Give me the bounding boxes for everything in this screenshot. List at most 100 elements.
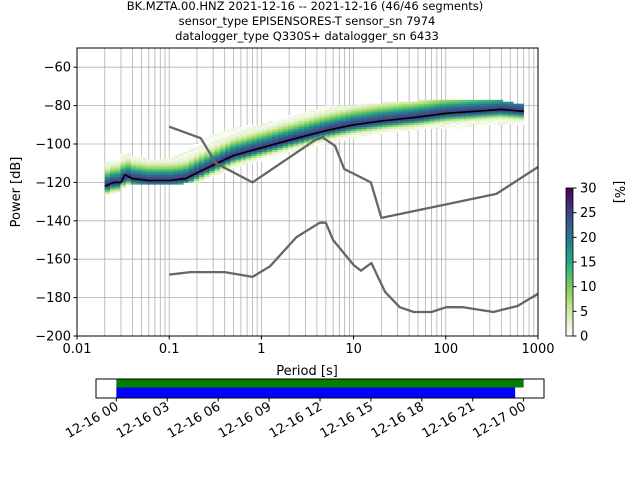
density-cell — [204, 159, 210, 162]
density-cell — [183, 159, 189, 162]
density-cell — [335, 109, 341, 112]
density-cell — [256, 138, 263, 141]
density-cell — [329, 109, 336, 112]
density-cell — [293, 117, 299, 120]
density-cell — [193, 147, 200, 151]
density-cell — [377, 111, 383, 114]
density-cell — [392, 109, 399, 112]
density-cell — [183, 161, 189, 164]
density-cell — [329, 134, 336, 137]
x-axis-label: Period [s] — [276, 364, 338, 379]
density-cell — [298, 130, 305, 133]
density-cell — [398, 101, 404, 104]
density-cell — [188, 170, 195, 174]
density-cell — [251, 145, 257, 149]
density-cell — [502, 107, 509, 110]
density-cell — [251, 142, 257, 145]
density-cell — [288, 130, 294, 133]
density-cell — [277, 120, 284, 124]
density-cell — [434, 115, 441, 118]
density-cell — [178, 163, 184, 166]
density-cell — [214, 140, 221, 143]
density-cell — [225, 159, 231, 162]
density-cell — [513, 103, 519, 106]
density-cell — [109, 168, 116, 172]
density-cell — [146, 170, 153, 174]
density-cell — [324, 111, 331, 114]
density-cell — [434, 124, 441, 128]
density-cell — [350, 136, 357, 139]
density-cell — [272, 155, 278, 158]
title-line-3: datalogger_type Q330S+ datalogger_sn 643… — [175, 29, 439, 43]
density-cell — [329, 105, 336, 108]
density-cell — [497, 103, 504, 106]
density-cell — [340, 119, 346, 122]
density-cell — [230, 134, 236, 137]
density-cell — [382, 105, 388, 108]
density-cell — [366, 109, 373, 112]
density-cell — [240, 147, 247, 151]
density-cell — [371, 109, 378, 112]
density-cell — [450, 122, 456, 126]
density-cell — [481, 111, 488, 114]
density-cell — [366, 119, 373, 122]
density-cell — [408, 103, 415, 106]
density-cell — [340, 109, 346, 112]
density-cell — [314, 126, 320, 129]
density-cell — [471, 109, 477, 112]
density-cell — [377, 103, 383, 106]
density-cell — [460, 113, 467, 116]
density-cell — [277, 144, 284, 147]
density-cell — [329, 130, 336, 133]
density-cell — [361, 119, 367, 122]
density-cell — [340, 128, 346, 131]
density-cell — [240, 155, 247, 158]
density-cell — [418, 101, 425, 104]
density-cell — [371, 119, 378, 122]
density-cell — [109, 184, 116, 187]
density-cell — [314, 122, 320, 126]
density-cell — [387, 126, 394, 129]
density-cell — [219, 147, 226, 151]
density-cell — [319, 119, 326, 122]
density-cell — [157, 174, 163, 177]
density-cell — [413, 107, 420, 110]
density-cell — [193, 157, 200, 160]
density-cell — [418, 103, 425, 106]
density-cell — [288, 117, 294, 120]
density-cell — [466, 119, 472, 122]
density-cell — [476, 115, 483, 118]
density-cell — [141, 157, 147, 160]
density-cell — [455, 107, 462, 110]
density-cell — [230, 165, 236, 168]
density-cell — [267, 136, 273, 139]
density-cell — [293, 134, 299, 137]
density-cell — [513, 119, 519, 122]
density-cell — [356, 130, 362, 133]
density-cell — [157, 168, 163, 172]
density-cell — [345, 109, 352, 112]
density-cell — [167, 165, 174, 168]
density-cell — [162, 180, 168, 183]
density-cell — [130, 163, 137, 166]
density-cell — [251, 144, 257, 147]
density-cell — [235, 163, 242, 166]
density-cell — [392, 113, 399, 116]
density-cell — [329, 136, 336, 139]
density-cell — [408, 122, 415, 126]
density-cell — [377, 130, 383, 133]
density-cell — [450, 109, 456, 112]
density-cell — [350, 128, 357, 131]
density-cell — [188, 157, 195, 160]
density-cell — [303, 132, 310, 135]
density-cell — [429, 109, 435, 112]
density-cell — [466, 122, 472, 126]
coverage-tick-label: 12-16 09 — [216, 399, 274, 441]
density-cell — [209, 170, 216, 174]
density-cell — [209, 151, 216, 154]
density-cell — [193, 159, 200, 162]
density-cell — [361, 134, 367, 137]
density-cell — [455, 103, 462, 106]
density-cell — [413, 103, 420, 106]
density-cell — [151, 163, 158, 166]
